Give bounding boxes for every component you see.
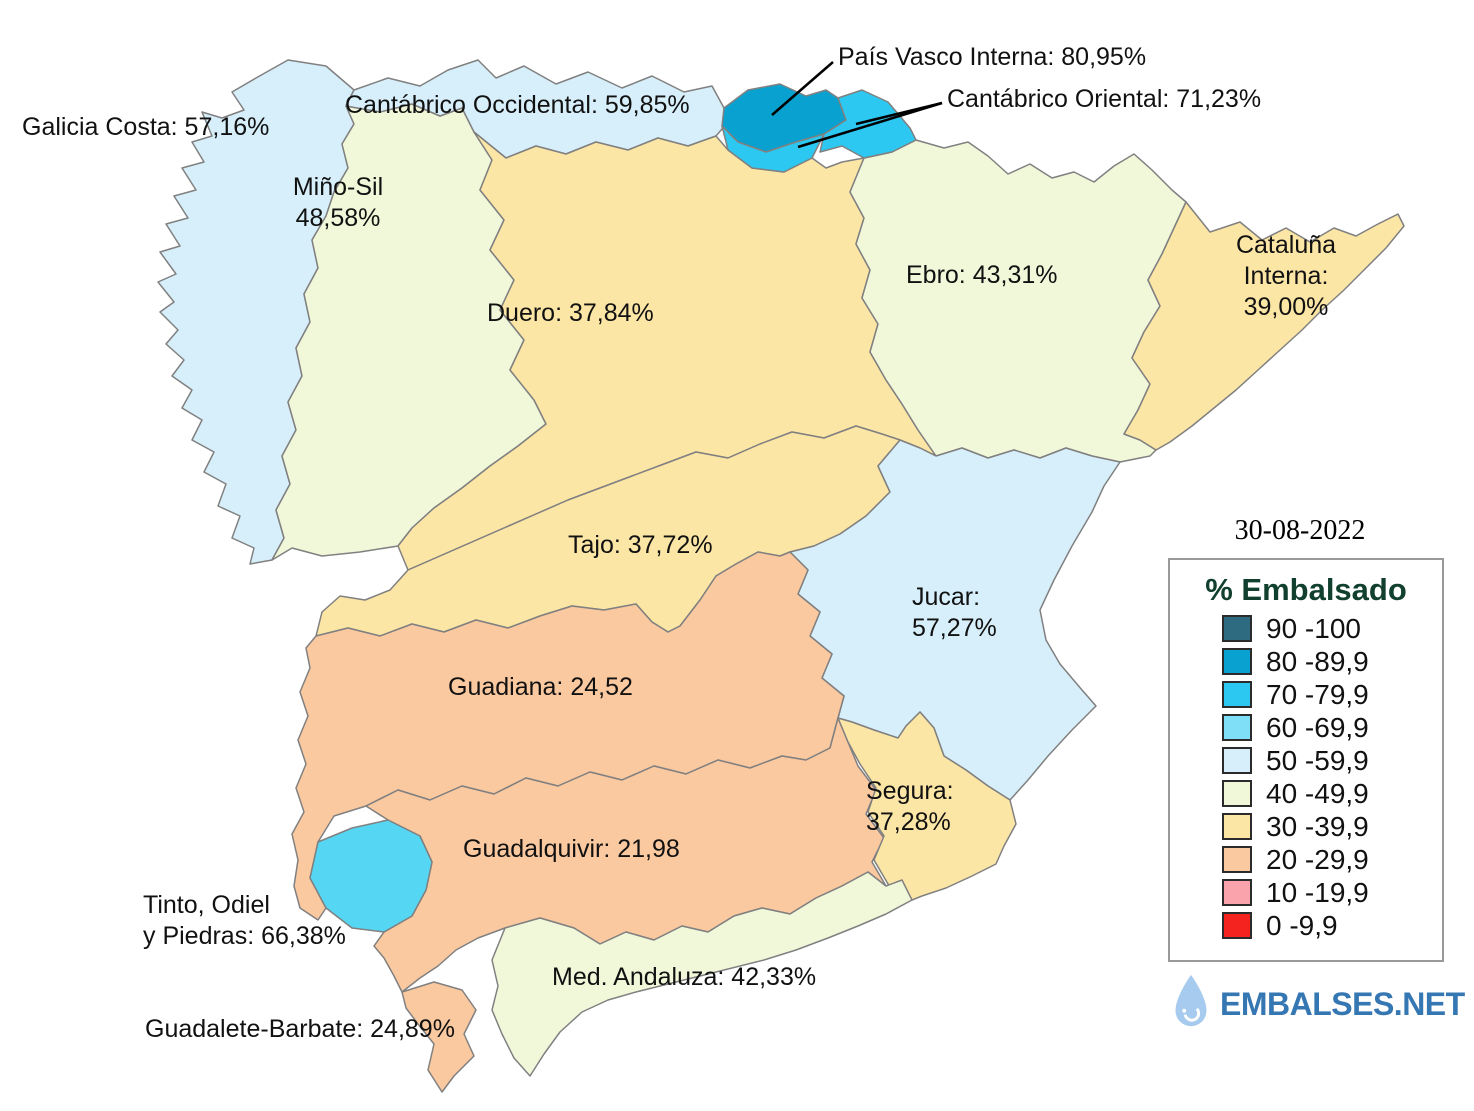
region-tinto-odiel-piedras <box>309 819 433 933</box>
legend-item: 20 -29,9 <box>1222 843 1442 876</box>
legend-color-swatch <box>1222 912 1252 939</box>
water-drop-icon <box>1170 972 1212 1037</box>
legend-color-swatch <box>1222 780 1252 807</box>
map-date: 30-08-2022 <box>1234 515 1366 546</box>
legend-range-label: 60 -69,9 <box>1266 711 1369 743</box>
legend-title: % Embalsado <box>1205 572 1407 607</box>
legend-range-label: 70 -79,9 <box>1266 678 1369 710</box>
legend-item: 70 -79,9 <box>1222 678 1442 711</box>
legend-color-swatch <box>1222 648 1252 675</box>
legend-color-swatch <box>1222 681 1252 708</box>
legend-color-swatch <box>1222 615 1252 642</box>
region-med-andaluza <box>491 871 913 1077</box>
legend-item: 30 -39,9 <box>1222 810 1442 843</box>
callout-line-pais-vasco <box>771 61 834 116</box>
legend-range-label: 30 -39,9 <box>1266 810 1369 842</box>
legend-item: 0 -9,9 <box>1222 909 1442 942</box>
embalses-net-logo[interactable]: EMBALSES.NET <box>1170 972 1465 1037</box>
callout-line-cantabrico-oriental-2 <box>797 101 943 149</box>
region-cantabrico-oriental <box>721 89 917 173</box>
legend-item: 90 -100 <box>1222 612 1442 645</box>
legend-range-label: 20 -29,9 <box>1266 843 1369 875</box>
legend-color-swatch <box>1222 846 1252 873</box>
legend-range-label: 50 -59,9 <box>1266 744 1369 776</box>
legend-color-swatch <box>1222 813 1252 840</box>
legend-item: 50 -59,9 <box>1222 744 1442 777</box>
region-cataluna-interna <box>1123 201 1405 451</box>
legend-range-label: 0 -9,9 <box>1266 909 1338 941</box>
legend-range-label: 40 -49,9 <box>1266 777 1369 809</box>
legend-item: 10 -19,9 <box>1222 876 1442 909</box>
legend-item: 80 -89,9 <box>1222 645 1442 678</box>
legend-range-label: 80 -89,9 <box>1266 645 1369 677</box>
legend-color-swatch <box>1222 747 1252 774</box>
legend-item: 40 -49,9 <box>1222 777 1442 810</box>
legend-item: 60 -69,9 <box>1222 711 1442 744</box>
legend-color-swatch <box>1222 879 1252 906</box>
legend-items: 90 -100 80 -89,9 70 -79,9 60 -69,9 50 -59,9 4… <box>1170 612 1442 942</box>
legend-range-label: 10 -19,9 <box>1266 876 1369 908</box>
logo-text: EMBALSES.NET <box>1220 986 1465 1022</box>
legend-color-swatch <box>1222 714 1252 741</box>
region-guadalete-barbate <box>401 981 477 1093</box>
region-segura <box>837 711 1017 901</box>
legend-range-label: 90 -100 <box>1266 612 1361 644</box>
legend: % Embalsado 90 -100 80 -89,9 70 -79,9 60 -6… <box>1168 558 1444 962</box>
